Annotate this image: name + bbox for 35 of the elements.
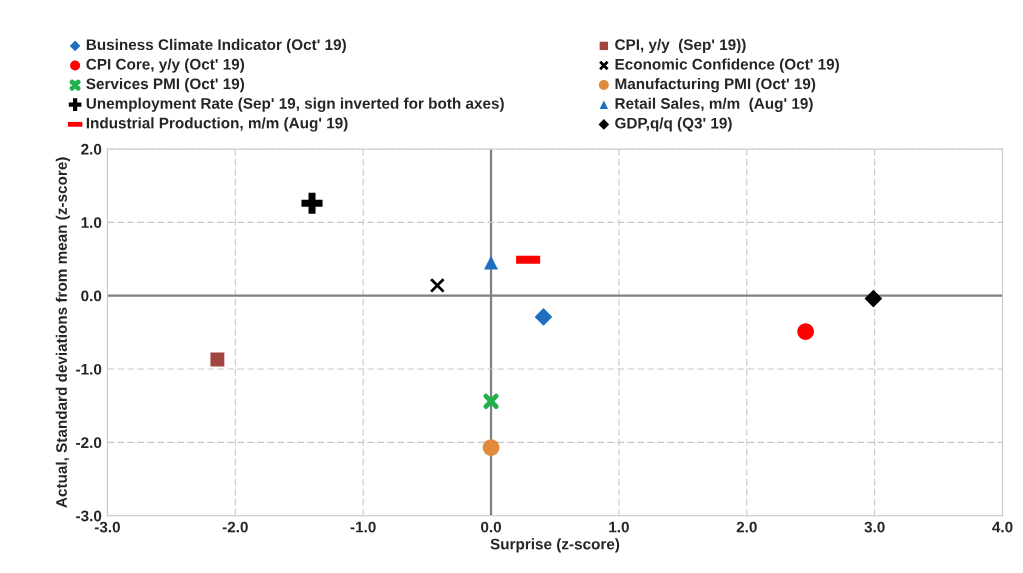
y-tick-label: 2.0 [81, 143, 102, 155]
x-tick-label: -1.0 [350, 521, 376, 533]
x-tick-label: -3.0 [94, 521, 120, 533]
y-tick-label: -2.0 [76, 437, 102, 449]
point [534, 308, 553, 326]
legend-label: CPI Core, y/y (Oct' 19) [86, 58, 245, 73]
point [797, 323, 814, 340]
point [484, 255, 498, 270]
x-tick-label: 1.0 [609, 521, 629, 533]
x-tick-label: 4.0 [992, 521, 1013, 533]
point [483, 393, 499, 409]
legend-label: Economic Confidence (Oct' 19) [615, 58, 839, 73]
legend-label: Unemployment Rate (Sep' 19, sign inverted for both axes) [86, 97, 504, 112]
point [429, 277, 445, 293]
legend-label: Retail Sales, m/m (Aug' 19) [615, 97, 813, 112]
point [301, 192, 323, 214]
legend-label: Services PMI (Oct' 19) [86, 78, 245, 93]
x-tick-label: 3.0 [864, 521, 885, 533]
legend-label: Manufacturing PMI (Oct' 19) [615, 78, 816, 93]
y-tick-label: 1.0 [81, 217, 102, 229]
legend-label: Business Climate Indicator (Oct' 19) [86, 38, 346, 54]
x-axis-title: Surprise (z-score) [490, 538, 620, 553]
point [864, 289, 883, 308]
y-tick-label: -3.0 [76, 510, 102, 522]
point [210, 352, 225, 367]
legend-label: CPI, y/y (Sep' 19)) [615, 38, 746, 54]
y-tick-label: 0.0 [81, 290, 102, 302]
legend-label: Industrial Production, m/m (Aug' 19) [86, 117, 348, 132]
x-tick-label: 2.0 [736, 521, 757, 533]
y-axis-title: Actual, Standard deviations from mean (z-score) [55, 157, 70, 508]
point [482, 439, 500, 456]
x-tick-label: -2.0 [222, 521, 248, 533]
x-tick-label: 0.0 [481, 521, 502, 533]
legend-label: GDP,q/q (Q3' 19) [615, 117, 732, 132]
y-tick-label: -1.0 [76, 363, 102, 375]
